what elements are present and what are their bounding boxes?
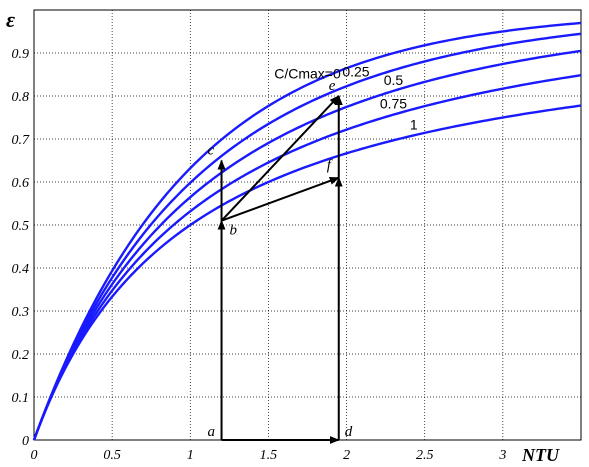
point-label-e: e xyxy=(329,78,336,94)
y-tick-label: 0.5 xyxy=(12,219,30,234)
x-tick-label: 0 xyxy=(31,448,38,463)
x-tick-label: 3 xyxy=(498,448,506,463)
x-axis-title: NTU xyxy=(521,445,560,465)
y-tick-label: 0 xyxy=(22,434,29,449)
grid xyxy=(34,10,581,440)
point-label-d: d xyxy=(345,424,353,440)
point-label-c: c xyxy=(208,143,215,159)
tick-labels: 0 0.5 1 1.5 2 2.5 3 0 0.1 0.2 0.3 0.4 0.5 0.6 0.7 0.8 0.… xyxy=(12,47,507,463)
curve-1 xyxy=(32,32,582,441)
y-tick-label: 0.3 xyxy=(12,305,30,320)
y-tick-label: 0.9 xyxy=(12,47,30,62)
curve-2 xyxy=(32,49,582,441)
curve-3 xyxy=(32,74,582,441)
x-tick-label: 0.5 xyxy=(103,448,121,463)
arrows xyxy=(217,95,343,444)
curve-0 xyxy=(32,21,582,441)
curve-label-0: C/Cmax=0 xyxy=(274,66,341,82)
arrow-b-f xyxy=(221,176,340,222)
curve-4 xyxy=(32,104,582,441)
point-label-b: b xyxy=(230,223,238,239)
point-label-a: a xyxy=(208,424,216,440)
curve-label-3: 0.75 xyxy=(380,96,407,112)
point-label-f: f xyxy=(327,158,333,174)
y-tick-label: 0.8 xyxy=(12,90,30,105)
y-tick-label: 0.4 xyxy=(12,262,30,277)
x-tick-label: 2 xyxy=(343,448,350,463)
x-tick-label: 2.5 xyxy=(416,448,434,463)
curve-label-2: 0.5 xyxy=(384,72,404,88)
x-tick-label: 1.5 xyxy=(260,448,278,463)
curve-label-1: 0.25 xyxy=(342,64,369,80)
y-tick-label: 0.7 xyxy=(12,133,31,148)
curves xyxy=(32,21,582,441)
y-axis-title: ε xyxy=(6,7,15,32)
y-tick-label: 0.6 xyxy=(12,176,30,191)
arrow-b-e xyxy=(220,95,340,222)
y-tick-label: 0.2 xyxy=(12,348,30,363)
annotations: C/Cmax=0 0.25 0.5 0.751 a b c d e f xyxy=(208,64,418,440)
x-tick-label: 1 xyxy=(187,448,194,463)
curve-label-4: 1 xyxy=(410,116,418,132)
y-tick-label: 0.1 xyxy=(12,391,30,406)
